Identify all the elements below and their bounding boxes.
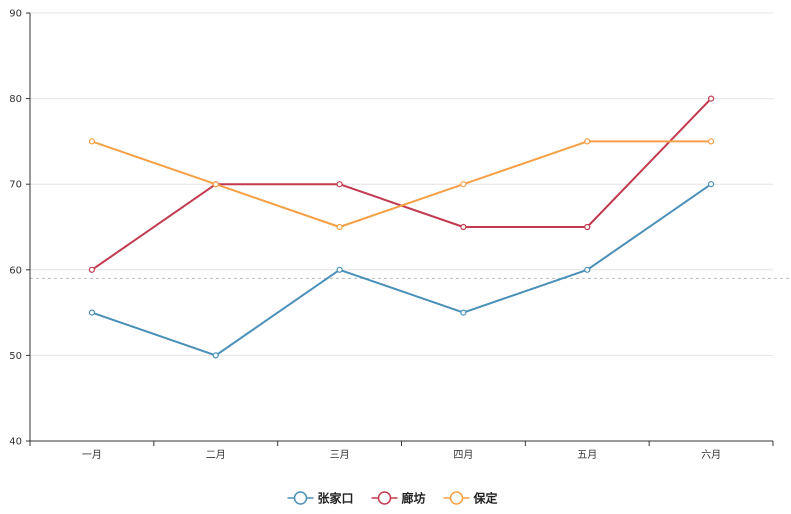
legend-item[interactable]: 张家口 [287, 491, 354, 506]
data-point[interactable] [88, 138, 96, 145]
series-line [90, 183, 713, 357]
y-tick-label: 40 [9, 437, 22, 448]
y-tick-label: 50 [9, 351, 22, 362]
legend-marker-icon [377, 491, 392, 505]
legend-label: 张家口 [318, 491, 354, 506]
legend-item[interactable]: 保定 [443, 491, 498, 506]
x-tick-label: 二月 [206, 449, 226, 461]
y-tick-label: 70 [9, 180, 22, 191]
data-point[interactable] [584, 266, 591, 273]
y-tick-label: 60 [9, 265, 22, 276]
data-point[interactable] [88, 266, 96, 273]
data-point[interactable] [336, 266, 343, 273]
data-point[interactable] [584, 223, 591, 231]
legend-item[interactable]: 廊坊 [371, 491, 426, 506]
data-point[interactable] [212, 352, 219, 359]
data-point[interactable] [336, 181, 343, 188]
data-point[interactable] [707, 95, 715, 102]
x-tick-label: 六月 [701, 449, 721, 461]
data-point[interactable] [212, 181, 219, 188]
data-point[interactable] [584, 138, 591, 145]
y-tick-label: 90 [9, 9, 22, 20]
series-张家口 [88, 181, 715, 359]
data-point[interactable] [707, 138, 715, 145]
series-lines [88, 95, 715, 359]
legend-marker-icon [449, 491, 464, 505]
data-point[interactable] [460, 309, 467, 316]
legend: 张家口 廊坊 保定 [287, 491, 498, 506]
data-point[interactable] [88, 309, 96, 316]
legend-label: 廊坊 [402, 491, 426, 506]
x-tick-label: 一月 [82, 449, 102, 461]
x-tick-label: 五月 [577, 449, 597, 461]
series-保定 [88, 138, 715, 231]
axes: 40 50 60 70 80 90 一月 二月 三月 四月 五月 六月 [9, 9, 774, 461]
y-tick-label: 80 [9, 94, 22, 105]
x-tick-label: 四月 [453, 449, 473, 461]
grid-lines [30, 12, 791, 356]
data-point[interactable] [336, 223, 343, 231]
data-point[interactable] [460, 181, 467, 188]
legend-label: 保定 [473, 491, 498, 506]
x-tick-label: 三月 [330, 449, 350, 461]
data-point[interactable] [707, 181, 715, 188]
series-line [90, 140, 713, 228]
legend-marker-icon [293, 491, 308, 505]
data-point[interactable] [460, 223, 467, 231]
